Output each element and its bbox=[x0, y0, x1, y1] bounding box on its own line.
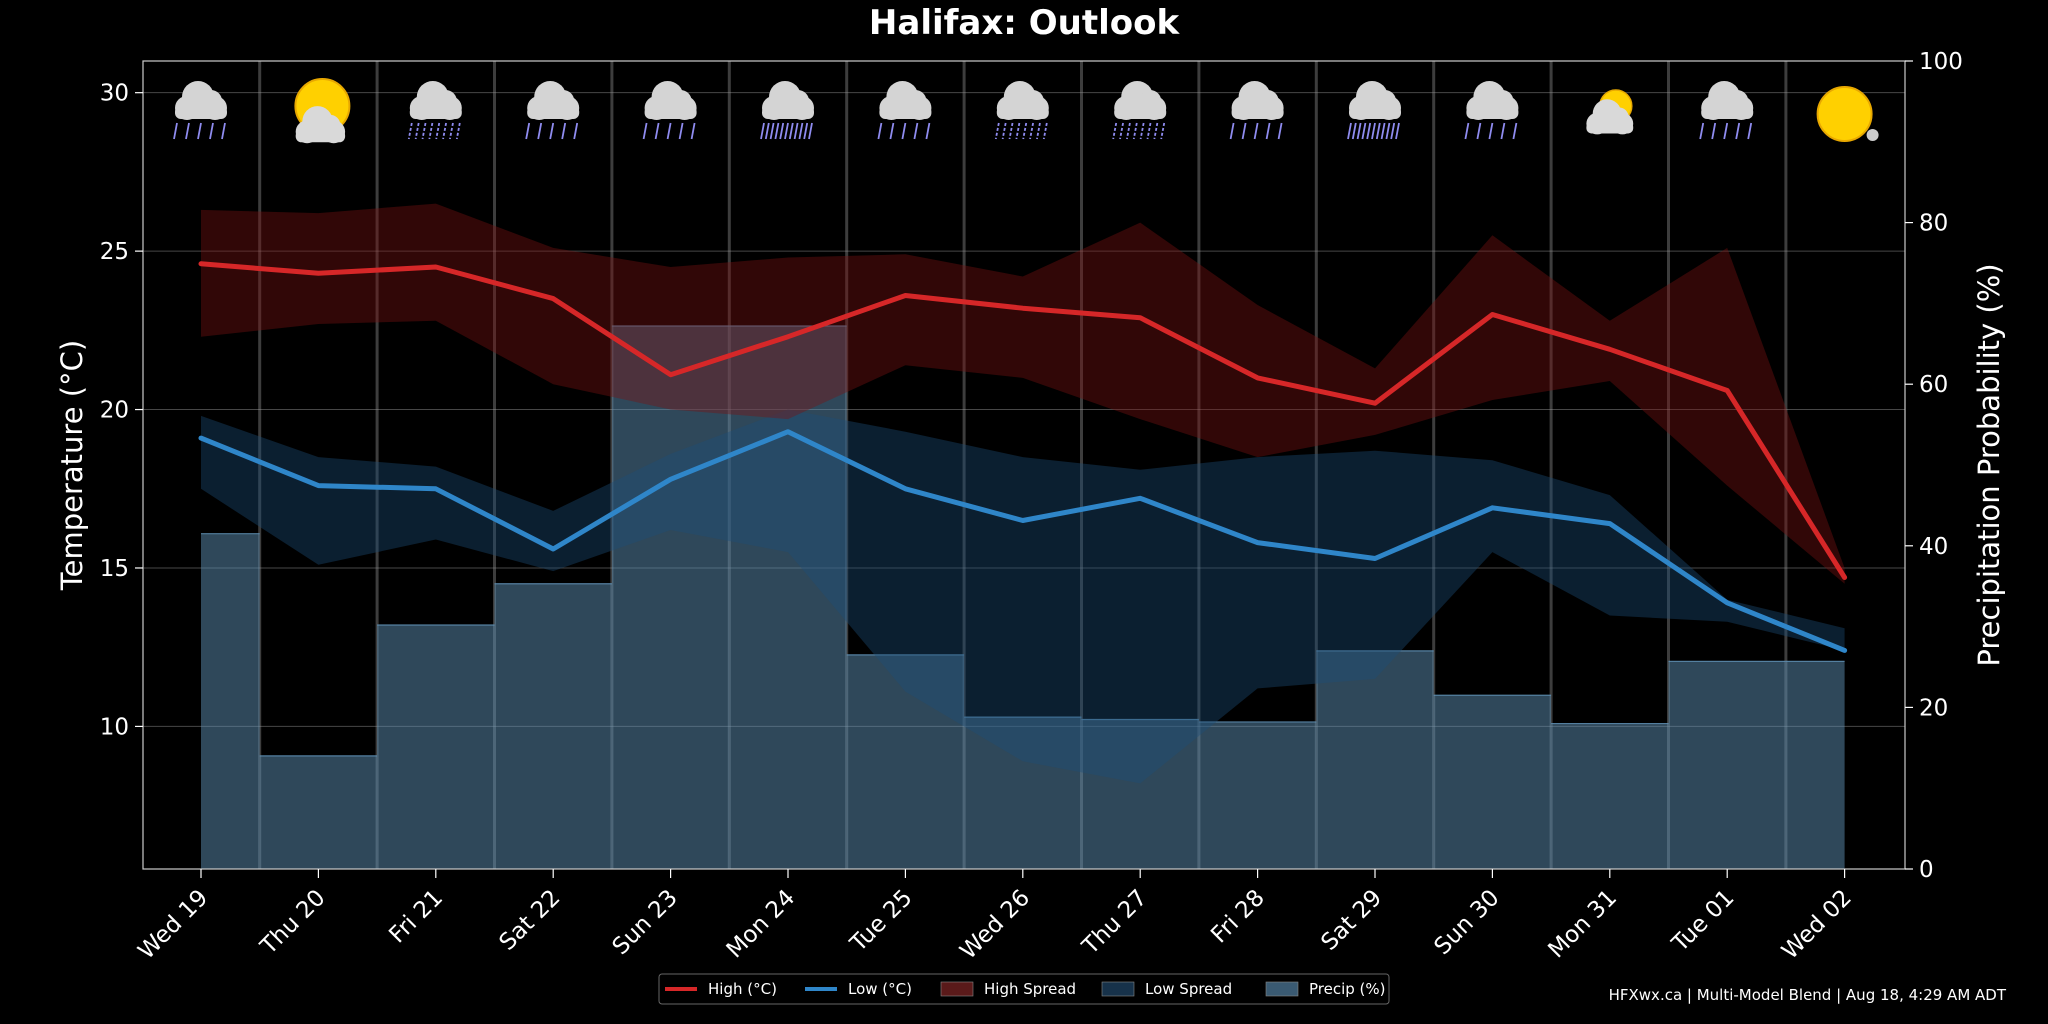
rain-icon bbox=[642, 81, 697, 140]
precip-bars bbox=[201, 325, 1845, 869]
x-tick-label: Mon 24 bbox=[722, 885, 801, 964]
rain-icon bbox=[173, 81, 227, 140]
x-tick-label: Thu 27 bbox=[1077, 885, 1153, 961]
y-tick-label: 20 bbox=[100, 398, 129, 424]
x-tick-label: Wed 02 bbox=[1777, 885, 1857, 965]
legend-label: High (°C) bbox=[708, 980, 777, 998]
y2-tick-label: 60 bbox=[1919, 372, 1948, 398]
y-axis-label: Temperature (°C) bbox=[55, 340, 89, 591]
rain-icon bbox=[877, 81, 932, 140]
precip-bar bbox=[201, 533, 260, 869]
x-tick-label: Fri 21 bbox=[384, 885, 448, 949]
y-tick-label: 25 bbox=[100, 239, 129, 265]
precip-bar bbox=[1433, 695, 1552, 869]
x-tick-label: Sat 22 bbox=[495, 885, 566, 956]
partly-cloudy-icon bbox=[294, 78, 351, 144]
sunny-icon bbox=[1816, 86, 1879, 142]
heavy-rain-icon bbox=[760, 81, 814, 140]
low-spread-band bbox=[201, 409, 1845, 784]
precip-bar bbox=[259, 755, 378, 869]
y-tick-label: 15 bbox=[100, 556, 129, 582]
precip-swatch bbox=[1265, 981, 1299, 997]
legend-box bbox=[658, 973, 1390, 1005]
legend-label: Low Spread bbox=[1145, 980, 1232, 998]
x-tick-label: Fri 28 bbox=[1206, 885, 1270, 949]
precip-bar bbox=[494, 583, 612, 869]
precip-bar bbox=[611, 326, 730, 869]
precip-bar bbox=[1198, 721, 1317, 869]
y2-tick-label: 80 bbox=[1919, 211, 1948, 237]
x-tick-label: Tue 25 bbox=[845, 885, 918, 958]
rain-icon bbox=[1464, 81, 1519, 140]
rain-icon bbox=[1699, 81, 1754, 140]
precip-bar bbox=[1785, 661, 1845, 869]
legend-label: High Spread bbox=[984, 980, 1076, 998]
legend-label: Precip (%) bbox=[1309, 980, 1386, 998]
y2-tick-label: 100 bbox=[1919, 49, 1963, 75]
chart-title: Halifax: Outlook bbox=[869, 3, 1181, 43]
x-tick-label: Wed 26 bbox=[955, 885, 1035, 965]
precip-bar bbox=[377, 624, 495, 869]
x-tick-label: Sat 29 bbox=[1316, 885, 1387, 956]
x-tick-label: Sun 30 bbox=[1429, 885, 1504, 960]
low-spread-swatch bbox=[1101, 981, 1135, 997]
x-tick-label: Sun 23 bbox=[608, 885, 683, 960]
drizzle-icon bbox=[1112, 81, 1167, 140]
y2-tick-label: 0 bbox=[1919, 857, 1934, 883]
legend-label: Low (°C) bbox=[848, 980, 912, 998]
x-tick-label: Tue 01 bbox=[1667, 885, 1740, 958]
y-tick-label: 10 bbox=[100, 714, 129, 740]
heavy-rain-icon bbox=[1347, 81, 1401, 140]
precip-bar bbox=[1668, 661, 1786, 869]
precip-bar bbox=[846, 654, 965, 869]
plot-frame bbox=[142, 60, 1906, 870]
mostly-cloudy-icon bbox=[1586, 89, 1634, 135]
precip-bar bbox=[1551, 723, 1669, 869]
temperature-lines bbox=[198, 261, 1848, 653]
drizzle-icon bbox=[994, 81, 1049, 140]
x-tick-label: Thu 20 bbox=[255, 885, 331, 961]
high-spread-swatch bbox=[940, 981, 974, 997]
weather-icons bbox=[173, 78, 1879, 144]
y-tick-label: 30 bbox=[100, 81, 129, 107]
legend: High (°C) Low (°C) High Spread Low Spread Pr… bbox=[658, 973, 1390, 1005]
high-spread-area bbox=[201, 203, 1845, 584]
precip-bar bbox=[1316, 650, 1434, 869]
rain-icon bbox=[525, 81, 580, 140]
precip-bar bbox=[1081, 719, 1199, 869]
y2-axis-label: Precipitation Probability (%) bbox=[1972, 263, 2006, 666]
precip-bar bbox=[729, 326, 847, 869]
x-tick-label: Wed 19 bbox=[134, 885, 214, 965]
low-spread-area bbox=[201, 409, 1845, 784]
x-tick-label: Mon 31 bbox=[1543, 885, 1622, 964]
high-spread-band bbox=[201, 203, 1845, 584]
drizzle-icon bbox=[407, 81, 462, 140]
precip-bar bbox=[964, 717, 1082, 869]
y2-tick-label: 20 bbox=[1919, 695, 1948, 721]
rain-icon bbox=[1229, 81, 1284, 140]
footer-credit: HFXwx.ca | Multi-Model Blend | Aug 18, 4… bbox=[1609, 986, 2007, 1004]
high-temp-line bbox=[198, 261, 1848, 580]
y2-tick-label: 40 bbox=[1919, 534, 1948, 560]
low-temp-line bbox=[198, 429, 1848, 653]
